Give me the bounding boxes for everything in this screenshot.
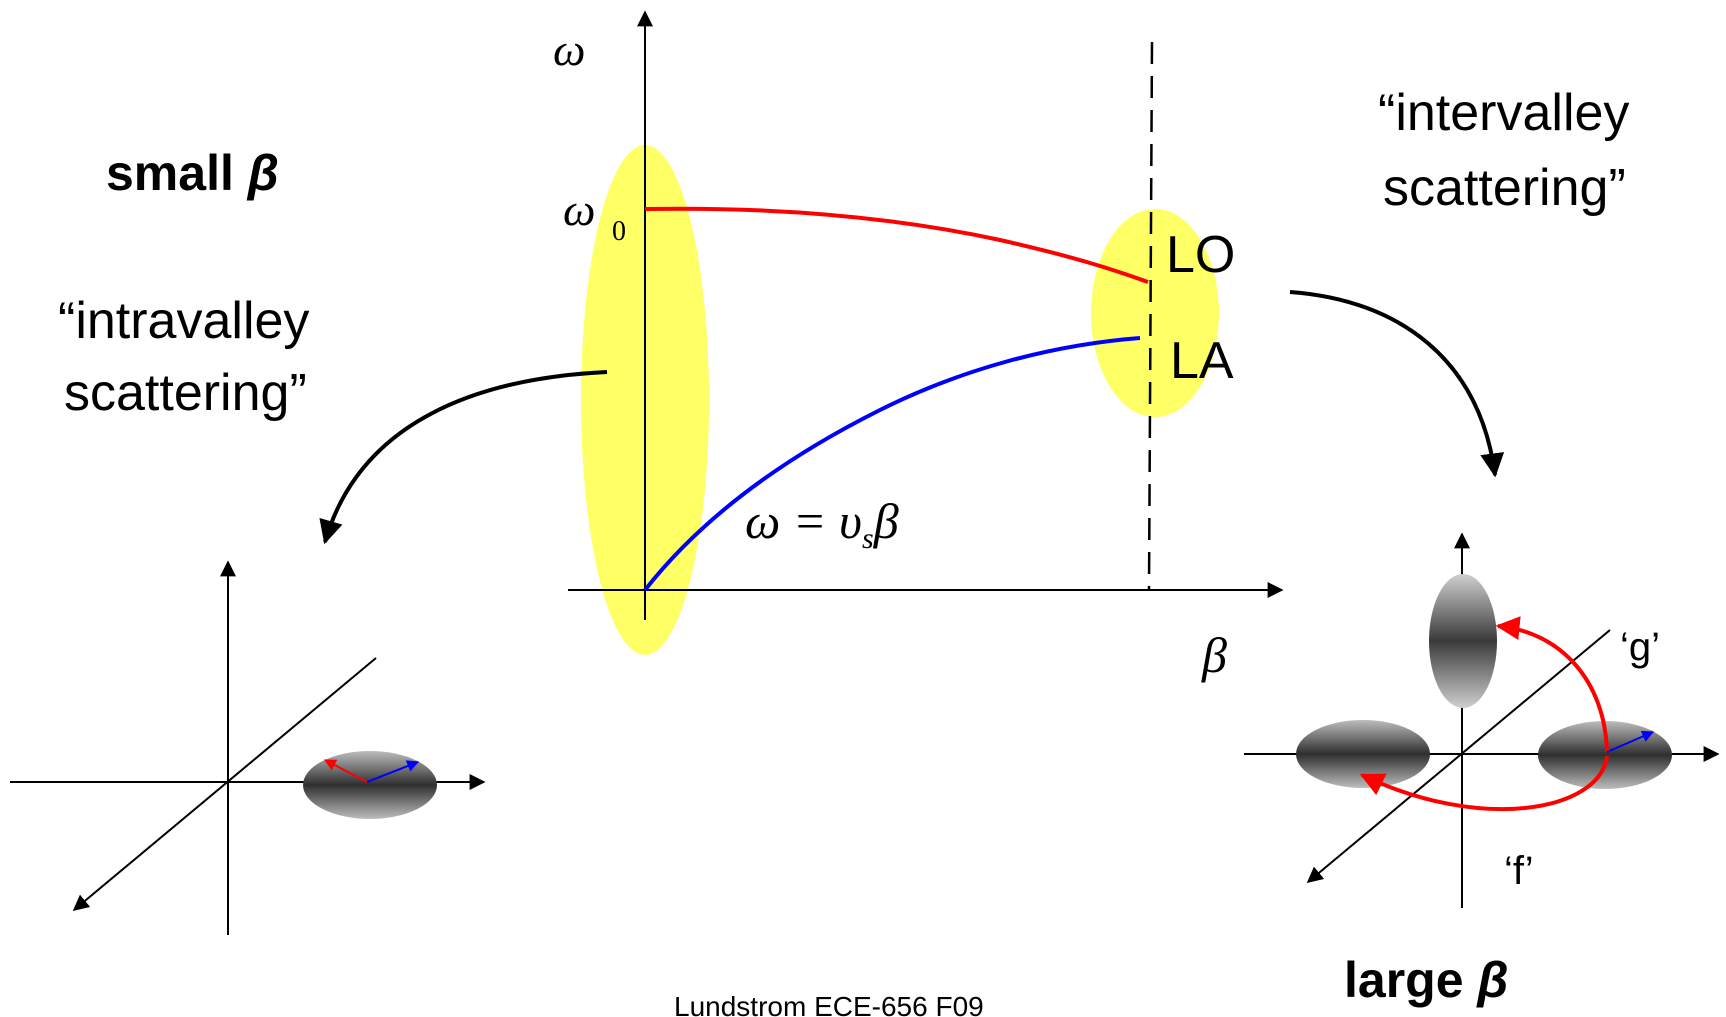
la-branch-curve xyxy=(643,336,1141,592)
equation-rhs: β xyxy=(873,493,899,549)
zone-edge-highlight xyxy=(1091,209,1219,417)
intervalley-quote-line2: scattering” xyxy=(1383,159,1626,217)
omega0-label: ω xyxy=(563,184,595,235)
la-label: LA xyxy=(1170,332,1234,390)
omega0-subscript: 0 xyxy=(612,216,626,247)
right-axis-diagonal xyxy=(1306,629,1611,884)
intervalley-quote-line1: “intervalley xyxy=(1378,84,1629,142)
f-process-label: ‘f’ xyxy=(1504,849,1534,893)
left-blue-vector xyxy=(366,760,420,783)
omega-axis-label: ω xyxy=(553,24,585,75)
dispersion-plot: ω ω 0 β LO LA ω = υsβ xyxy=(553,10,1284,683)
acoustic-relation: ω = υsβ xyxy=(745,493,899,555)
small-heading-word: small xyxy=(106,145,248,201)
intervalley-panel: “intervalley scattering” ‘g’ ‘f’ large β xyxy=(1244,84,1720,1008)
large-heading-symbol: β xyxy=(1475,952,1508,1008)
large-beta-heading: large β xyxy=(1344,952,1508,1008)
left-valley xyxy=(303,751,437,819)
svg-text:ω = υsβ: ω = υsβ xyxy=(745,493,899,555)
left-axis-diagonal xyxy=(72,657,377,912)
g-process-label: ‘g’ xyxy=(1620,625,1660,669)
small-heading-symbol: β xyxy=(246,145,279,201)
zone-boundary-line xyxy=(1147,41,1154,591)
footer-credit: Lundstrom ECE-656 F09 xyxy=(674,991,984,1017)
beta-axis-label: β xyxy=(1201,627,1227,683)
small-beta-heading: small β xyxy=(106,145,279,201)
intravalley-quote-line1: “intravalley xyxy=(58,292,309,350)
right-blue-vector xyxy=(1606,730,1655,753)
left-red-vector xyxy=(323,759,368,783)
equation-lhs: ω = υ xyxy=(745,493,862,549)
intravalley-quote-line2: scattering” xyxy=(64,364,307,422)
intravalley-panel: small β “intravalley scattering” xyxy=(10,145,608,935)
intravalley-arrow xyxy=(319,370,608,545)
lo-branch-curve xyxy=(644,206,1149,284)
f-scattering-arrow xyxy=(1359,755,1609,811)
g-scattering-arrow xyxy=(1495,616,1609,753)
lo-label: LO xyxy=(1166,226,1235,284)
large-heading-word: large xyxy=(1344,952,1477,1008)
equation-sub: s xyxy=(862,522,874,555)
left-x-valley xyxy=(1296,720,1430,788)
top-valley xyxy=(1429,574,1497,708)
intervalley-arrow xyxy=(1289,290,1505,478)
